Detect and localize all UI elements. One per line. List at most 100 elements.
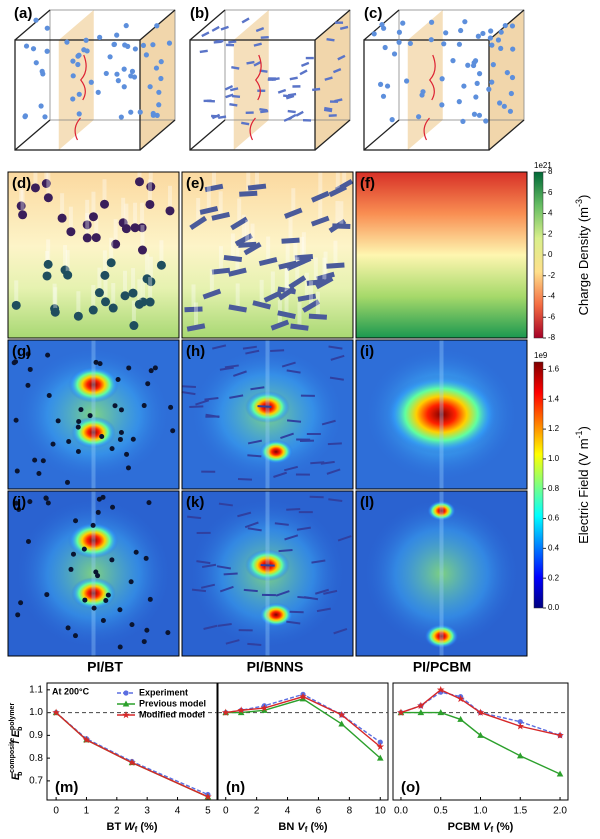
filler: [64, 479, 70, 485]
filler: [150, 42, 156, 48]
filler: [147, 596, 153, 602]
filler: [245, 111, 254, 114]
colorbar-label: Electric Field (V m-1): [574, 426, 591, 544]
filler: [244, 521, 259, 529]
filler: [220, 25, 229, 31]
filler: [391, 51, 398, 57]
streak: [91, 285, 96, 311]
cube-edge: [189, 39, 316, 151]
filler: [507, 108, 514, 114]
filler: [18, 210, 28, 220]
x-tick-label: 0.0: [394, 806, 408, 817]
filler: [110, 504, 116, 510]
filler: [40, 458, 46, 464]
filler: [472, 58, 479, 64]
filler: [129, 622, 135, 628]
filler: [115, 376, 121, 382]
filler: [63, 270, 73, 280]
filler: [508, 90, 514, 97]
streak: [91, 191, 96, 217]
filler: [50, 307, 60, 317]
filler: [238, 241, 257, 248]
filler: [94, 288, 104, 298]
filler: [305, 56, 314, 60]
filler: [204, 397, 219, 401]
filler: [439, 102, 445, 108]
colorbar-tick-label: -2: [548, 271, 556, 280]
marker: [477, 731, 484, 738]
streak: [102, 179, 107, 205]
marker: [299, 692, 307, 700]
filler: [105, 592, 111, 598]
streak: [322, 257, 327, 283]
filler: [128, 109, 134, 115]
marker: [82, 735, 91, 744]
streak: [218, 191, 223, 217]
filler: [476, 112, 483, 118]
filler: [296, 438, 311, 441]
label-part: Electric Field (V m: [576, 438, 591, 543]
streak: [148, 161, 153, 187]
filler: [106, 258, 116, 268]
filler: [72, 633, 78, 639]
filler: [11, 300, 21, 310]
streak: [159, 240, 164, 266]
hotspot: [424, 624, 459, 649]
filler: [81, 47, 87, 53]
streak: [194, 302, 199, 328]
hotspot: [68, 522, 119, 559]
filler: [145, 297, 155, 307]
filler: [381, 25, 387, 31]
filler: [504, 69, 510, 76]
filler: [25, 539, 31, 545]
filler: [337, 54, 346, 61]
filler: [260, 564, 275, 567]
filler: [332, 67, 342, 74]
filler: [257, 405, 272, 408]
map: [355, 490, 528, 657]
map: [181, 490, 354, 657]
streak: [68, 206, 73, 232]
filler: [73, 311, 83, 321]
glow: [16, 347, 171, 482]
streak: [52, 283, 57, 309]
streak: [33, 162, 38, 188]
filler: [239, 190, 258, 197]
panel-label: (n): [226, 779, 245, 796]
filler: [95, 89, 101, 95]
filler: [315, 588, 330, 595]
streak: [313, 257, 318, 283]
filler: [117, 644, 123, 650]
plot-frame: [217, 682, 389, 801]
filler: [247, 439, 262, 445]
filler: [328, 114, 337, 117]
filler: [400, 20, 406, 26]
filler: [154, 112, 160, 118]
streak: [342, 160, 347, 186]
colorbar-tick-label: 0.8: [548, 484, 560, 493]
filler: [238, 629, 253, 632]
hotspot: [71, 416, 116, 449]
filler: [219, 366, 234, 371]
y-axis-label: Ecompositeb/ Epolymerb: [9, 703, 24, 781]
filler: [137, 245, 147, 255]
filler: [66, 438, 72, 444]
filler: [42, 271, 52, 281]
filler: [32, 457, 38, 463]
map: [7, 339, 180, 490]
cube-plane: [233, 10, 269, 150]
hotspot: [427, 500, 456, 521]
filler: [165, 630, 171, 636]
marker: [457, 715, 464, 722]
colorbar-tick-label: 0.0: [548, 603, 560, 612]
filler: [439, 76, 445, 82]
filler: [201, 470, 216, 473]
filler: [100, 270, 110, 280]
filler: [380, 93, 387, 99]
filler: [115, 78, 121, 84]
streak: [147, 179, 152, 205]
filler: [273, 471, 288, 478]
filler: [36, 470, 42, 476]
filler: [489, 79, 495, 85]
filler: [228, 267, 247, 277]
